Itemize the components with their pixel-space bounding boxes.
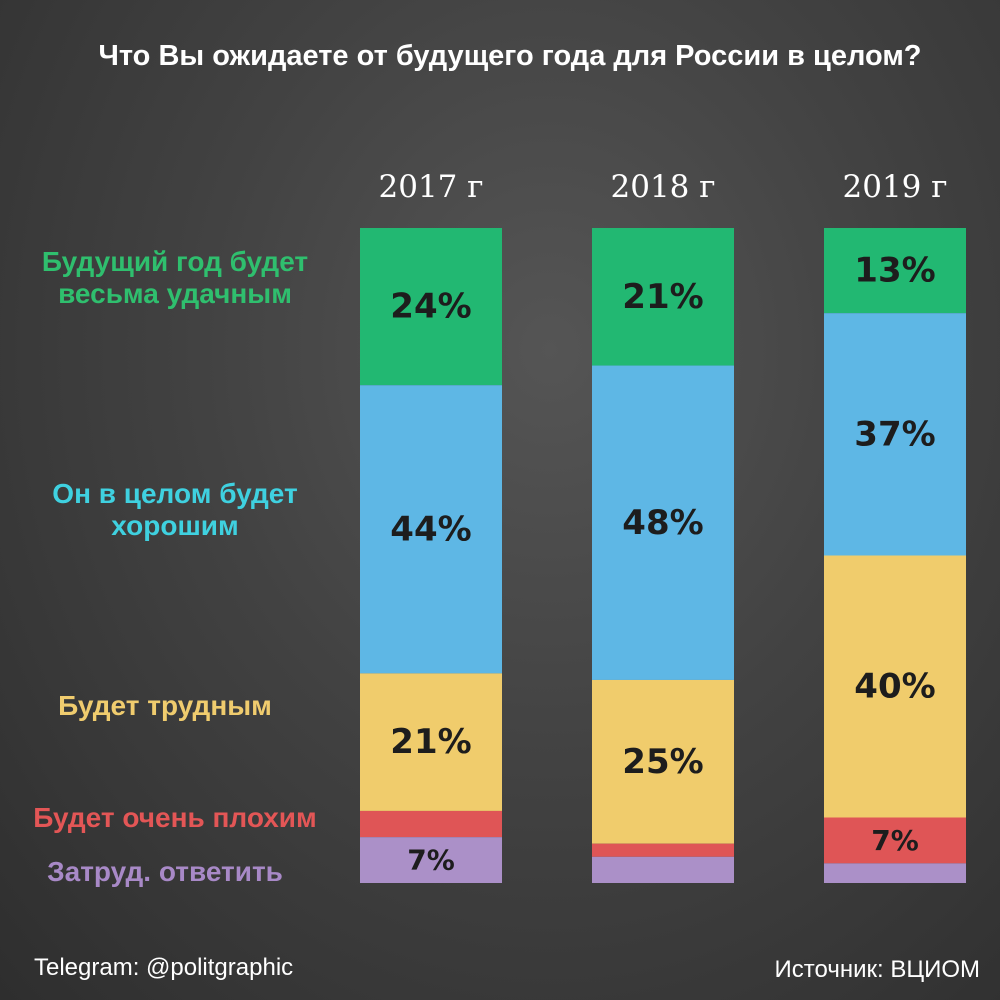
data-label-0-0: 24% — [390, 287, 471, 327]
legend-item-difficult: Будет трудным — [58, 690, 272, 721]
legend-item-hard-to-answer: Затруд. ответить — [47, 856, 283, 887]
legend-item-very-bad: Будет очень плохим — [33, 802, 317, 833]
bar-segment-2-1 — [824, 313, 966, 556]
bar-segment-1-4 — [592, 856, 734, 883]
bar-segment-1-3 — [592, 843, 734, 857]
bar-segment-0-0 — [360, 228, 502, 386]
legend-item-very-successful: Будущий год будет весьма удачным — [41, 246, 309, 309]
year-label-2: 2019 г — [843, 169, 948, 205]
bar-segment-0-1 — [360, 385, 502, 674]
bar-segment-2-2 — [824, 555, 966, 818]
chart-title: Что Вы ожидаете от будущего года для Рос… — [98, 40, 922, 72]
bar-segment-2-4 — [824, 863, 966, 883]
data-label-2-2: 40% — [854, 667, 935, 707]
footer-telegram: Telegram: @politgraphic — [34, 954, 294, 981]
data-label-1-2: 25% — [622, 742, 703, 782]
data-label-2-0: 13% — [854, 251, 935, 291]
data-label-1-1: 48% — [622, 503, 703, 543]
data-label-0-2: 21% — [390, 722, 471, 762]
data-label-2-1: 37% — [854, 414, 935, 454]
data-label-0-4: 7% — [407, 844, 455, 877]
data-label-1-0: 21% — [622, 277, 703, 317]
bar-segment-1-2 — [592, 679, 734, 844]
bar-segment-1-0 — [592, 228, 734, 366]
year-label-0: 2017 г — [379, 169, 484, 205]
bar-segment-0-2 — [360, 673, 502, 811]
legend-item-good: Он в целом будет хорошим — [52, 478, 298, 541]
bar-segment-0-3 — [360, 810, 502, 838]
data-label-0-1: 44% — [390, 509, 471, 549]
bar-segment-1-1 — [592, 365, 734, 680]
bar-segment-2-3 — [824, 817, 966, 864]
footer-source: Источник: ВЦИОМ — [774, 956, 980, 983]
bar-segment-0-4 — [360, 837, 502, 883]
data-label-2-3: 7% — [871, 824, 919, 857]
year-label-1: 2018 г — [611, 169, 716, 205]
bar-segment-2-0 — [824, 228, 966, 314]
